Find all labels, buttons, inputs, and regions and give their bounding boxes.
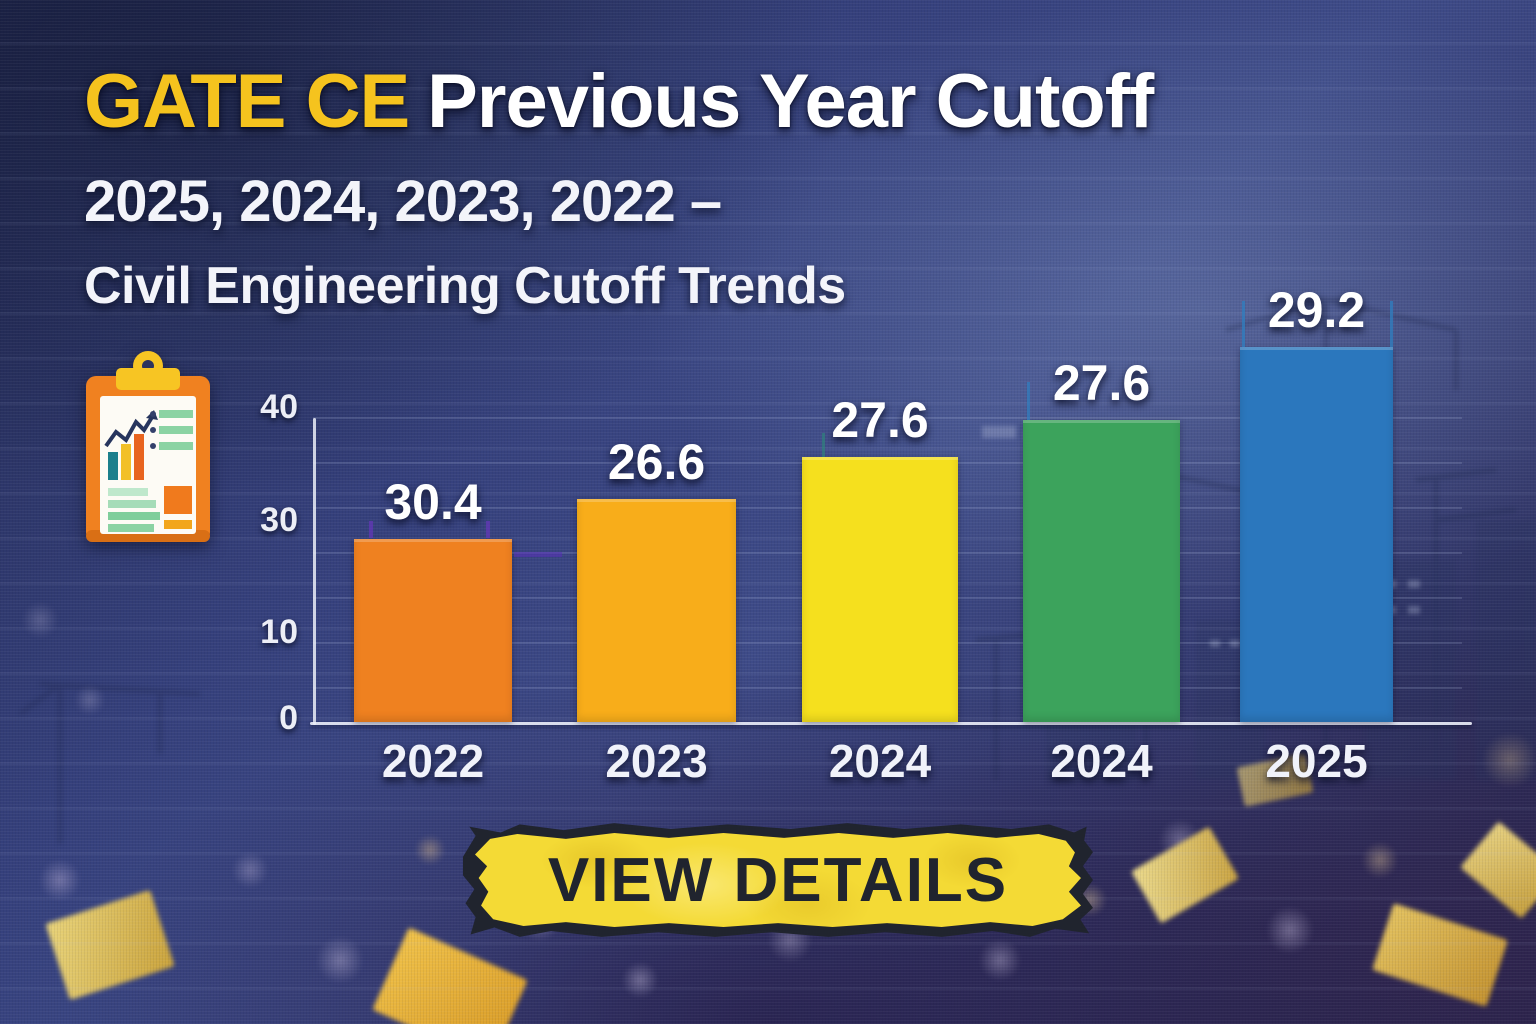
bar-2023-1 — [577, 499, 736, 722]
cta-label: VIEW DETAILS — [547, 845, 1009, 915]
y-axis-tick-label: 10 — [260, 613, 298, 651]
page-title: GATE CE Previous Year Cutoff — [84, 58, 1154, 145]
title-highlight: GATE CE — [84, 59, 410, 144]
title-rest: Previous Year Cutoff — [427, 59, 1154, 144]
crane-silhouette-illustration — [18, 681, 201, 844]
artifact-mark — [822, 433, 825, 457]
y-axis-tick-label: 30 — [260, 501, 298, 539]
x-axis-line — [310, 722, 1472, 725]
bar-2025-4 — [1240, 347, 1393, 722]
subtitle-years: 2025, 2024, 2023, 2022 – — [84, 169, 722, 234]
bar-2024-2 — [802, 457, 958, 722]
x-axis-label-3: 2024 — [1050, 735, 1153, 787]
y-axis-line — [313, 418, 316, 725]
y-axis-tick-label: 0 — [279, 699, 298, 737]
bar-2024-3 — [1023, 420, 1180, 722]
artifact-mark — [1242, 301, 1245, 347]
bar-value-label-4: 29.2 — [1267, 282, 1366, 338]
cta-paper-background — [475, 832, 1081, 928]
subtitle-trends: Civil Engineering Cutoff Trends — [84, 257, 846, 315]
bar-2022-0 — [354, 539, 512, 722]
mini-list-glyph — [150, 410, 193, 450]
y-axis-tick-label: 40 — [260, 388, 298, 426]
clipboard-chart-icon — [86, 351, 210, 542]
construction-skyline-illustration — [975, 297, 1536, 780]
bar-value-label-3: 27.6 — [1052, 355, 1151, 411]
mini-text-lines-glyph — [108, 486, 192, 532]
artifact-mark — [369, 521, 373, 538]
gridline — [313, 417, 1462, 419]
artifact-mark — [1390, 301, 1393, 347]
artifact-mark — [1027, 382, 1030, 420]
x-axis-label-4: 2025 — [1265, 735, 1368, 787]
bar-value-label-1: 26.6 — [607, 434, 706, 490]
x-axis-label-1: 2023 — [605, 735, 708, 787]
x-axis-label-0: 2022 — [381, 735, 485, 787]
bar-value-label-2: 27.6 — [831, 392, 929, 448]
bar-value-label-0: 30.4 — [384, 474, 482, 530]
view-details-button[interactable]: VIEW DETAILS — [463, 822, 1093, 938]
artifact-mark — [514, 552, 562, 557]
artifact-mark — [486, 521, 490, 538]
x-axis-label-2: 2024 — [828, 735, 932, 787]
